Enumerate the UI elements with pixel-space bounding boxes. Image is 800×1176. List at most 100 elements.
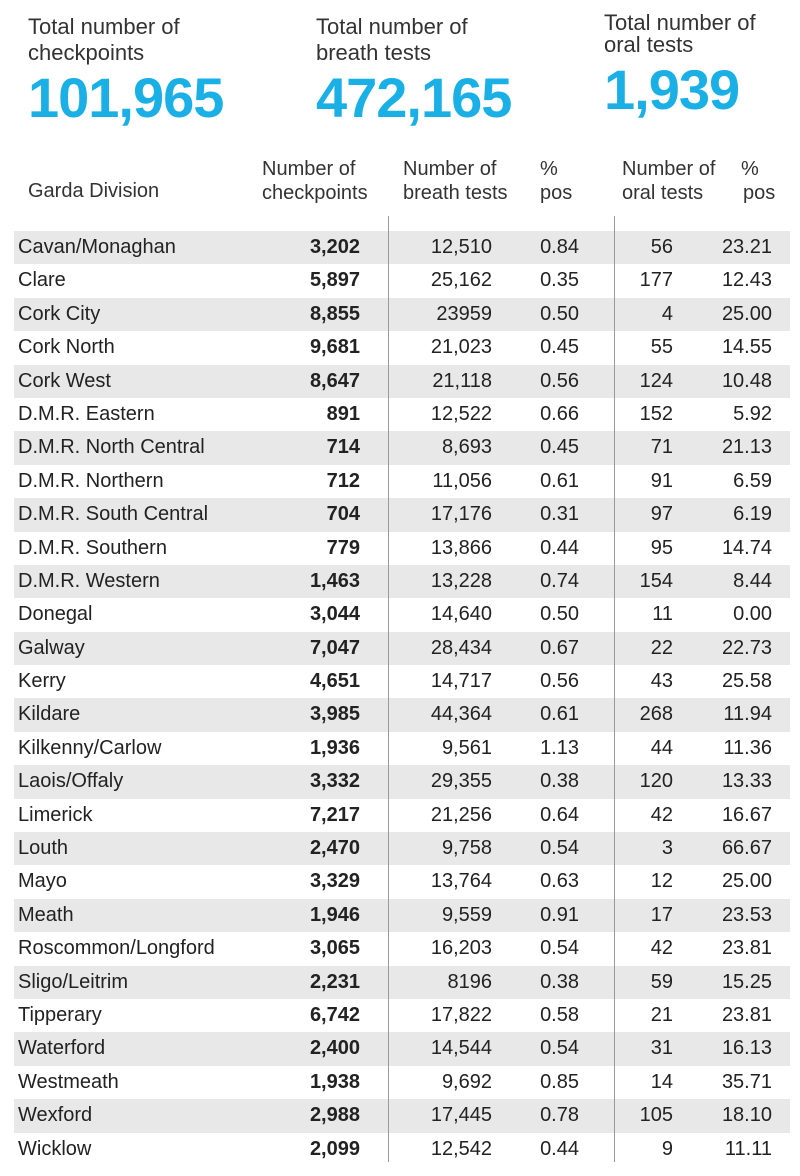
cell-oral-tests: 4 [661,302,673,325]
cell-division: D.M.R. Western [18,569,160,592]
cell-oral-pos: 15.25 [721,970,772,993]
table-row: Donegal 3,044 14,640 0.50 11 0.00 [14,598,790,631]
cell-checkpoints: 1,938 [309,1070,360,1093]
cell-oral-tests: 152 [639,402,673,425]
table-row: D.M.R. Western 1,463 13,228 0.74 154 8.44 [14,564,790,599]
cell-breath-pos: 0.35 [540,269,579,292]
cell-breath-pos: 0.64 [540,803,579,826]
cell-breath-pos: 0.45 [540,436,579,459]
cell-oral-tests: 56 [650,236,673,258]
table-row: D.M.R. North Central 714 8,693 0.45 71 21.13 [14,431,790,465]
cell-breath-tests: 21,023 [430,336,492,359]
cell-breath-pos: 0.44 [540,536,579,559]
cell-oral-pos: 6.59 [733,469,772,492]
cell-breath-tests: 23959 [436,302,492,325]
cell-oral-pos: 16.13 [721,1037,772,1060]
cell-division: Clare [18,269,66,292]
cell-breath-pos: 0.38 [540,770,579,793]
cell-division: Westmeath [18,1070,119,1093]
cell-division: D.M.R. Northern [18,469,164,492]
cell-checkpoints: 3,065 [309,937,360,960]
cell-division: Galway [18,636,85,659]
cell-checkpoints: 2,400 [309,1037,360,1060]
cell-checkpoints: 8,647 [309,369,360,392]
table-row: Laois/Offaly 3,332 29,355 0.38 120 13.33 [14,765,790,799]
cell-breath-pos: 0.44 [540,1137,579,1160]
cell-division: Kildare [18,703,81,726]
cell-checkpoints: 3,329 [309,870,360,893]
header-oral-tests-line2: oral tests [622,182,704,204]
cell-division: Kilkenny/Carlow [18,736,162,759]
cell-breath-pos: 0.56 [540,670,579,693]
table-row: Wexford 2,988 17,445 0.78 105 18.10 [14,1099,790,1133]
total-checkpoints-label-line1: Total number of [28,14,180,39]
cell-breath-pos: 0.38 [540,970,579,993]
cell-breath-tests: 17,176 [430,503,492,526]
cell-checkpoints: 714 [326,436,360,459]
cell-oral-tests: 22 [650,636,673,659]
table-row: Mayo 3,329 13,764 0.63 12 25.00 [14,865,790,898]
cell-oral-pos: 66.67 [721,837,772,860]
table-row: Kerry 4,651 14,717 0.56 43 25.58 [14,665,790,698]
cell-breath-tests: 8,693 [441,436,492,459]
cell-checkpoints: 8,855 [309,302,360,325]
garda-division-table: Cavan/Monaghan 3,202 12,510 0.84 56 23.21 Clar… [14,231,790,1166]
cell-breath-pos: 0.56 [540,369,579,392]
cell-checkpoints: 779 [326,536,360,559]
cell-division: Waterford [18,1037,106,1060]
cell-oral-tests: 97 [650,503,673,526]
cell-division: Cavan/Monaghan [18,236,176,258]
header-garda-division: Garda Division [28,180,160,202]
cell-oral-pos: 16.67 [721,803,772,826]
cell-breath-tests: 12,542 [430,1137,492,1160]
cell-division: Tipperary [18,1003,102,1026]
cell-oral-pos: 11.94 [723,703,772,726]
cell-division: Wexford [18,1104,93,1127]
total-breath-tests-value: 472,165 [316,66,512,129]
cell-checkpoints: 2,988 [309,1104,360,1127]
cell-division: D.M.R. Eastern [18,402,155,425]
header-oral-pos-line2: pos [743,182,776,204]
cell-oral-pos: 25.00 [721,870,772,893]
total-breath-tests-label-line2: breath tests [316,40,431,65]
cell-oral-tests: 44 [650,736,673,759]
cell-breath-tests: 14,717 [430,670,492,693]
cell-oral-tests: 9 [661,1137,673,1160]
cell-breath-pos: 0.54 [540,837,579,860]
table-row: Waterford 2,400 14,544 0.54 31 16.13 [14,1032,790,1066]
cell-breath-pos: 0.84 [540,236,579,258]
cell-oral-tests: 177 [639,269,673,292]
cell-breath-pos: 0.61 [540,469,579,492]
table-row: Cork West 8,647 21,118 0.56 124 10.48 [14,364,790,398]
cell-division: Louth [18,837,69,860]
cell-oral-pos: 23.53 [721,903,772,926]
table-row: D.M.R. Southern 779 13,866 0.44 95 14.74 [14,532,790,565]
table-row: Kilkenny/Carlow 1,936 9,561 1.13 44 11.36 [14,732,790,765]
cell-oral-pos: 8.44 [733,569,772,592]
cell-division: D.M.R. Southern [18,536,167,559]
cell-checkpoints: 4,651 [309,670,360,693]
cell-oral-pos: 23.81 [721,1003,772,1026]
cell-oral-pos: 0.00 [733,603,772,626]
cell-breath-pos: 0.50 [540,302,579,325]
total-checkpoints-value: 101,965 [28,66,224,129]
cell-division: Sligo/Leitrim [18,970,129,993]
cell-oral-pos: 18.10 [721,1104,772,1127]
cell-breath-tests: 12,510 [430,236,492,258]
cell-breath-pos: 0.54 [540,937,579,960]
cell-breath-pos: 0.50 [540,603,579,626]
cell-oral-tests: 124 [639,369,673,392]
header-breath-pos-line2: pos [540,182,573,204]
cell-breath-tests: 21,118 [432,369,492,392]
table-row: Westmeath 1,938 9,692 0.85 14 35.71 [14,1066,790,1099]
cell-oral-pos: 11.11 [724,1137,772,1160]
cell-checkpoints: 2,231 [309,970,360,993]
cell-breath-pos: 0.58 [540,1003,579,1026]
cell-breath-pos: 0.74 [540,569,579,592]
cell-division: Limerick [18,803,93,826]
total-oral-tests-label-line1: Total number of [604,10,756,35]
cell-division: Mayo [18,870,67,893]
table-row: Cavan/Monaghan 3,202 12,510 0.84 56 23.21 [14,231,790,265]
total-checkpoints-label-line2: checkpoints [28,40,145,65]
total-breath-tests: Total number of breath tests 472,165 [316,14,512,129]
